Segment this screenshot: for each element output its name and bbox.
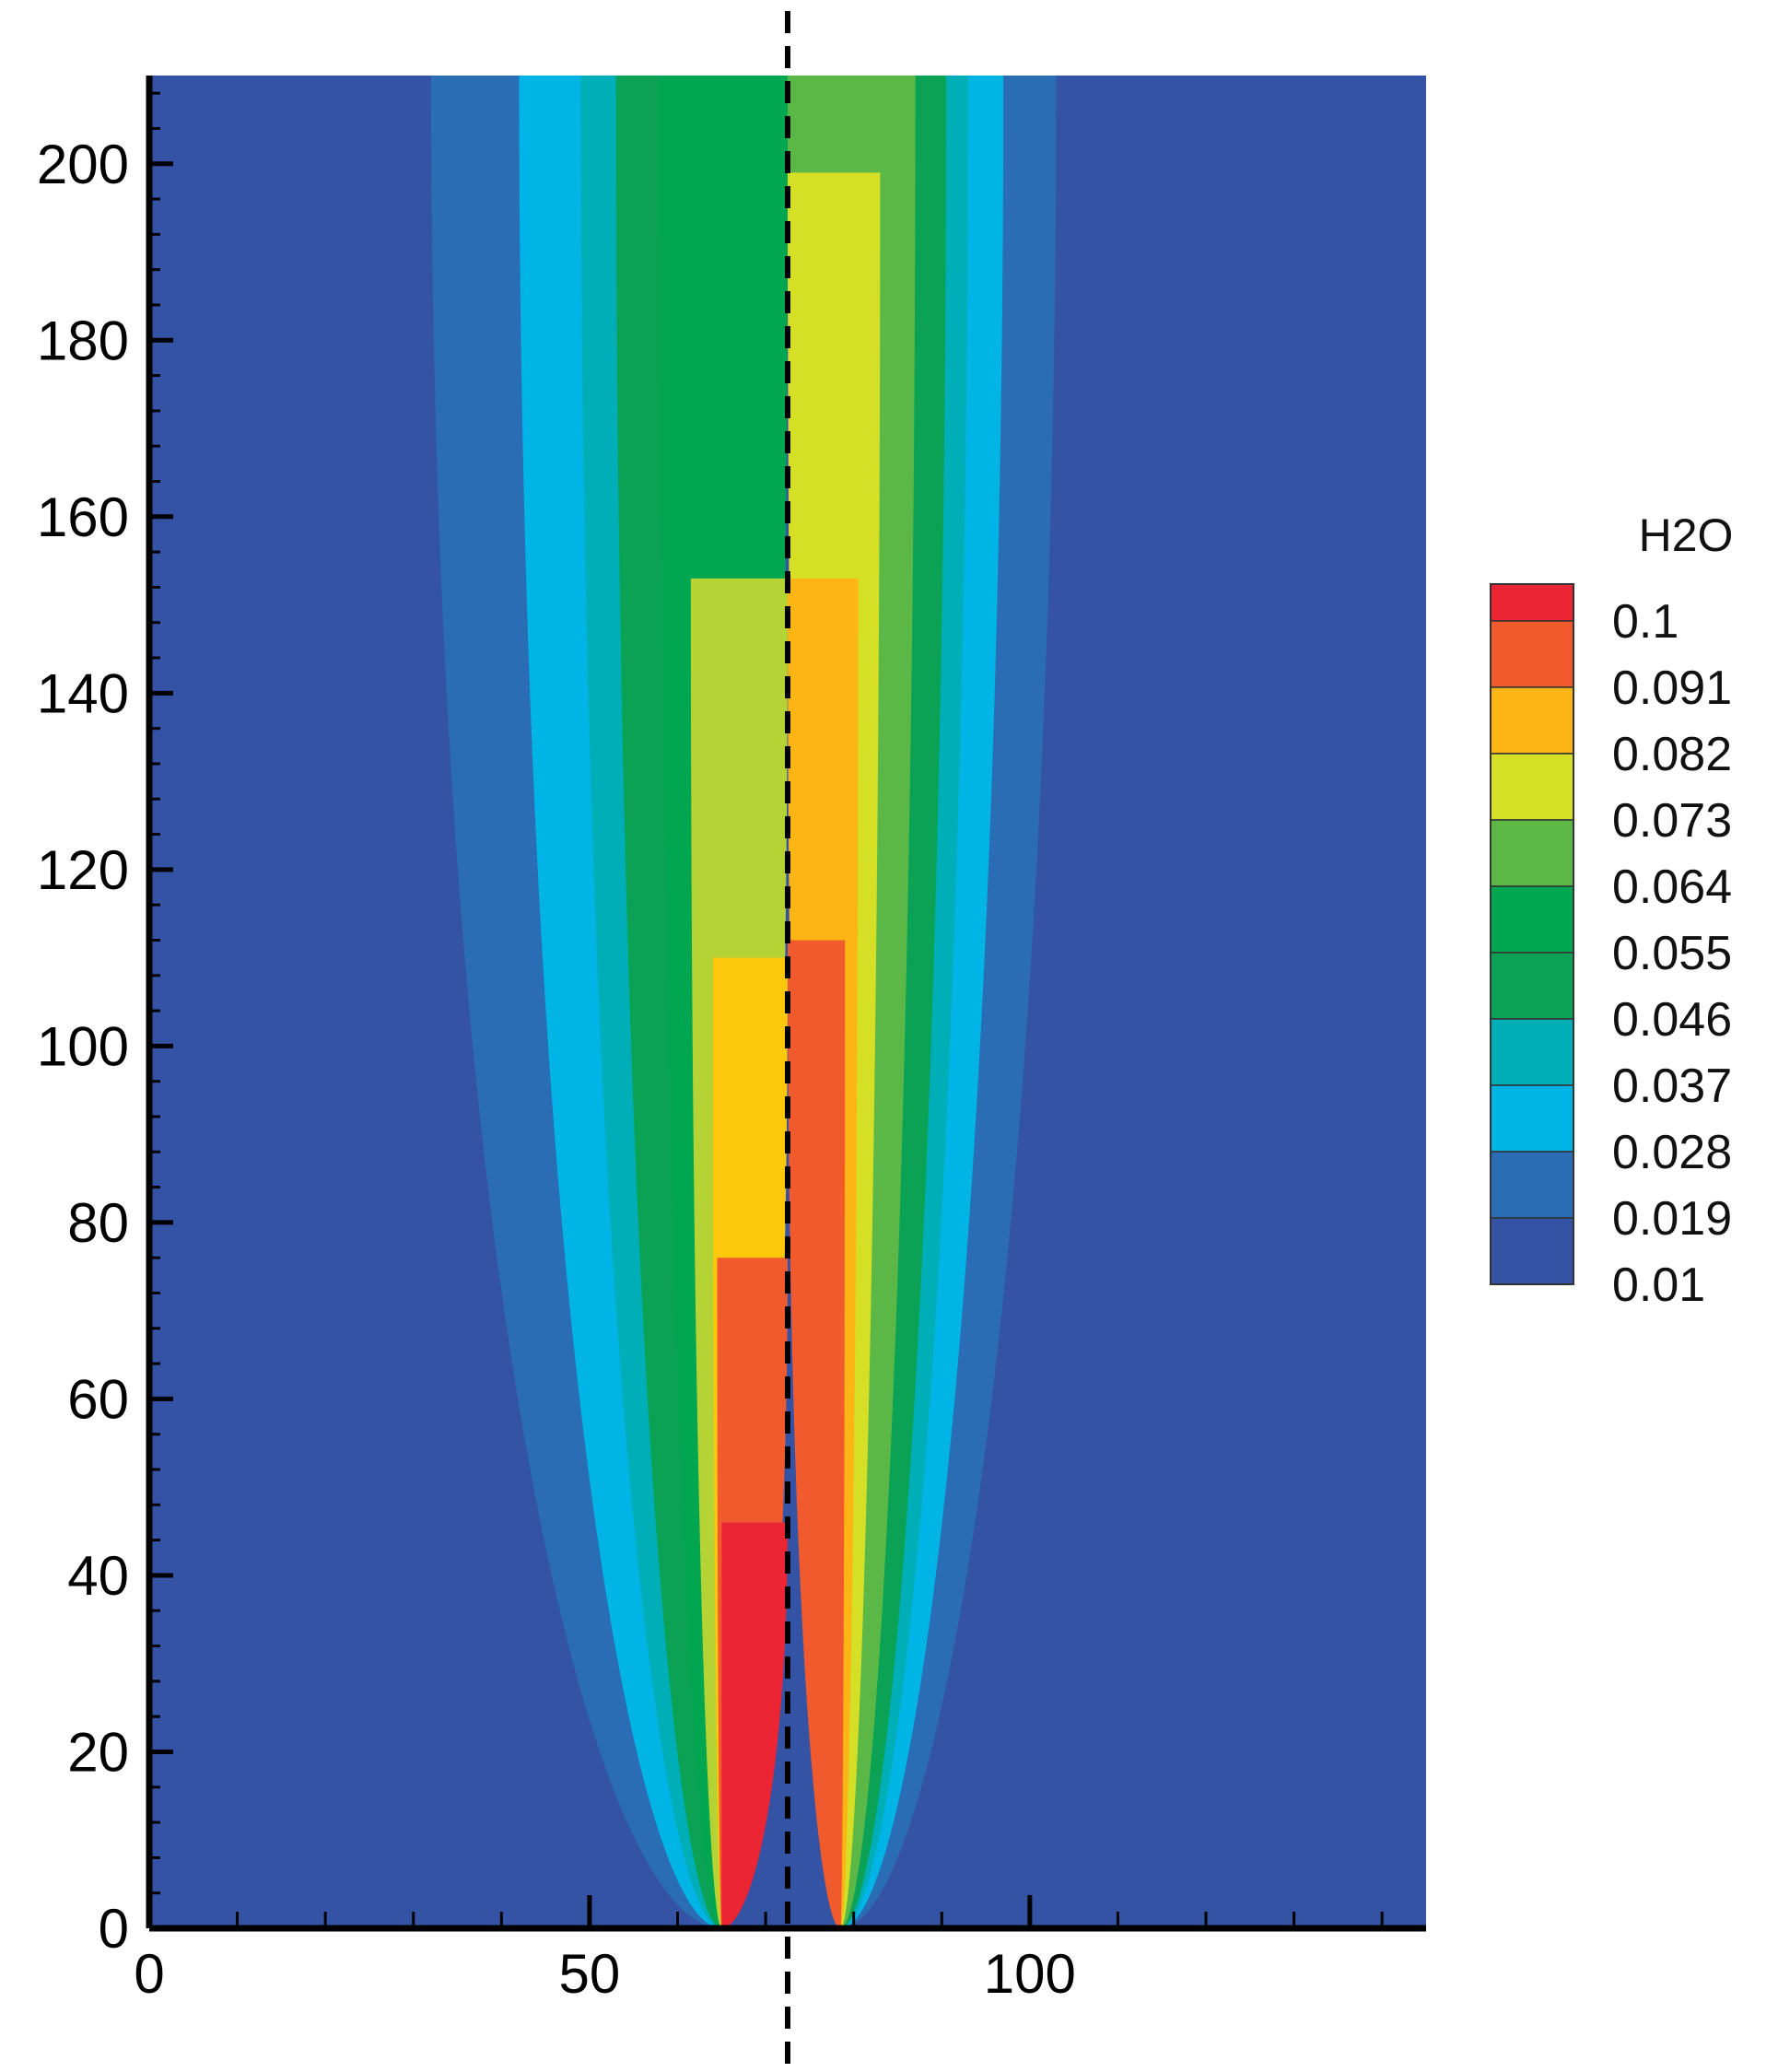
y-tick-label: 60 (67, 1368, 129, 1430)
legend-label: 0.055 (1612, 927, 1732, 980)
legend-label: 0.046 (1612, 993, 1732, 1047)
y-tick-label: 200 (37, 134, 129, 195)
legend-swatch-0.073 (1490, 753, 1574, 821)
legend-swatch-0.055 (1490, 885, 1574, 954)
legend-label: 0.1 (1612, 595, 1679, 649)
legend-label: 0.019 (1612, 1192, 1732, 1246)
legend-label: 0.082 (1612, 728, 1732, 781)
x-tick-label: 0 (134, 1943, 164, 2005)
legend-swatch-0.1 (1490, 583, 1574, 622)
y-tick-label: 140 (37, 662, 129, 724)
legend-swatch-0.082 (1490, 686, 1574, 755)
left-band-0.1 (721, 1522, 788, 1928)
y-tick-label: 180 (37, 310, 129, 371)
legend-frame (1490, 583, 1574, 1285)
legend-swatch-0.064 (1490, 819, 1574, 887)
legend-swatch-0.019 (1490, 1151, 1574, 1219)
legend-label: 0.073 (1612, 794, 1732, 848)
y-tick-label: 40 (67, 1545, 129, 1607)
plot-area (149, 76, 1426, 1928)
legend-label: 0.091 (1612, 661, 1732, 715)
legend-swatch-0.091 (1490, 620, 1574, 688)
x-tick-label: 100 (984, 1943, 1076, 2005)
right-plume (788, 76, 1057, 1928)
y-tick-label: 120 (37, 839, 129, 901)
legend-swatch-0.046 (1490, 952, 1574, 1020)
x-tick-label: 50 (559, 1943, 621, 2005)
legend-label: 0.01 (1612, 1258, 1705, 1312)
legend-title: H2O (1639, 509, 1734, 561)
legend-label: 0.028 (1612, 1126, 1732, 1179)
legend-label: 0.037 (1612, 1059, 1732, 1113)
y-tick-label: 160 (37, 486, 129, 548)
axes: 0 20 40 60 80 100 120 140 160 180 200 0 50 100 (37, 76, 1426, 2005)
legend-swatch-0.01 (1490, 1217, 1574, 1285)
left-plume (430, 76, 788, 1928)
legend: H2O 0.1 0.091 0.082 0.073 0.064 0.055 0.046 0.0… (1490, 509, 1734, 1312)
y-tick-label: 0 (99, 1898, 129, 1960)
legend-swatch-0.028 (1490, 1084, 1574, 1153)
legend-label: 0.064 (1612, 860, 1732, 914)
right-band-0.091 (788, 940, 846, 1928)
y-tick-label: 100 (37, 1015, 129, 1077)
y-tick-label: 80 (67, 1192, 129, 1254)
y-tick-label: 20 (67, 1721, 129, 1783)
legend-swatch-0.037 (1490, 1018, 1574, 1086)
